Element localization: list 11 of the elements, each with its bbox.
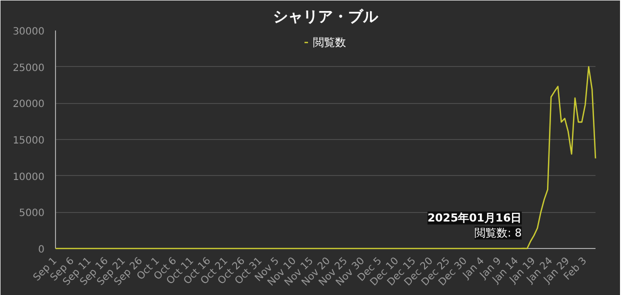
y-tick-label: 10000 <box>12 172 44 183</box>
annotation: 閲覧数: 8 <box>474 226 522 240</box>
y-tick-label: 5000 <box>19 208 45 220</box>
legend-label: 閲覧数 <box>313 34 346 50</box>
chart-title: シャリア・ブル <box>273 8 379 26</box>
y-tick-label: 15000 <box>12 136 44 146</box>
annotation: 2025年01月16日 <box>427 211 522 224</box>
y-tick-label: 25000 <box>12 62 44 74</box>
y-tick-label: 20000 <box>12 99 44 110</box>
y-tick-label: 30000 <box>12 26 44 38</box>
y-tick-label: 0 <box>38 244 45 256</box>
